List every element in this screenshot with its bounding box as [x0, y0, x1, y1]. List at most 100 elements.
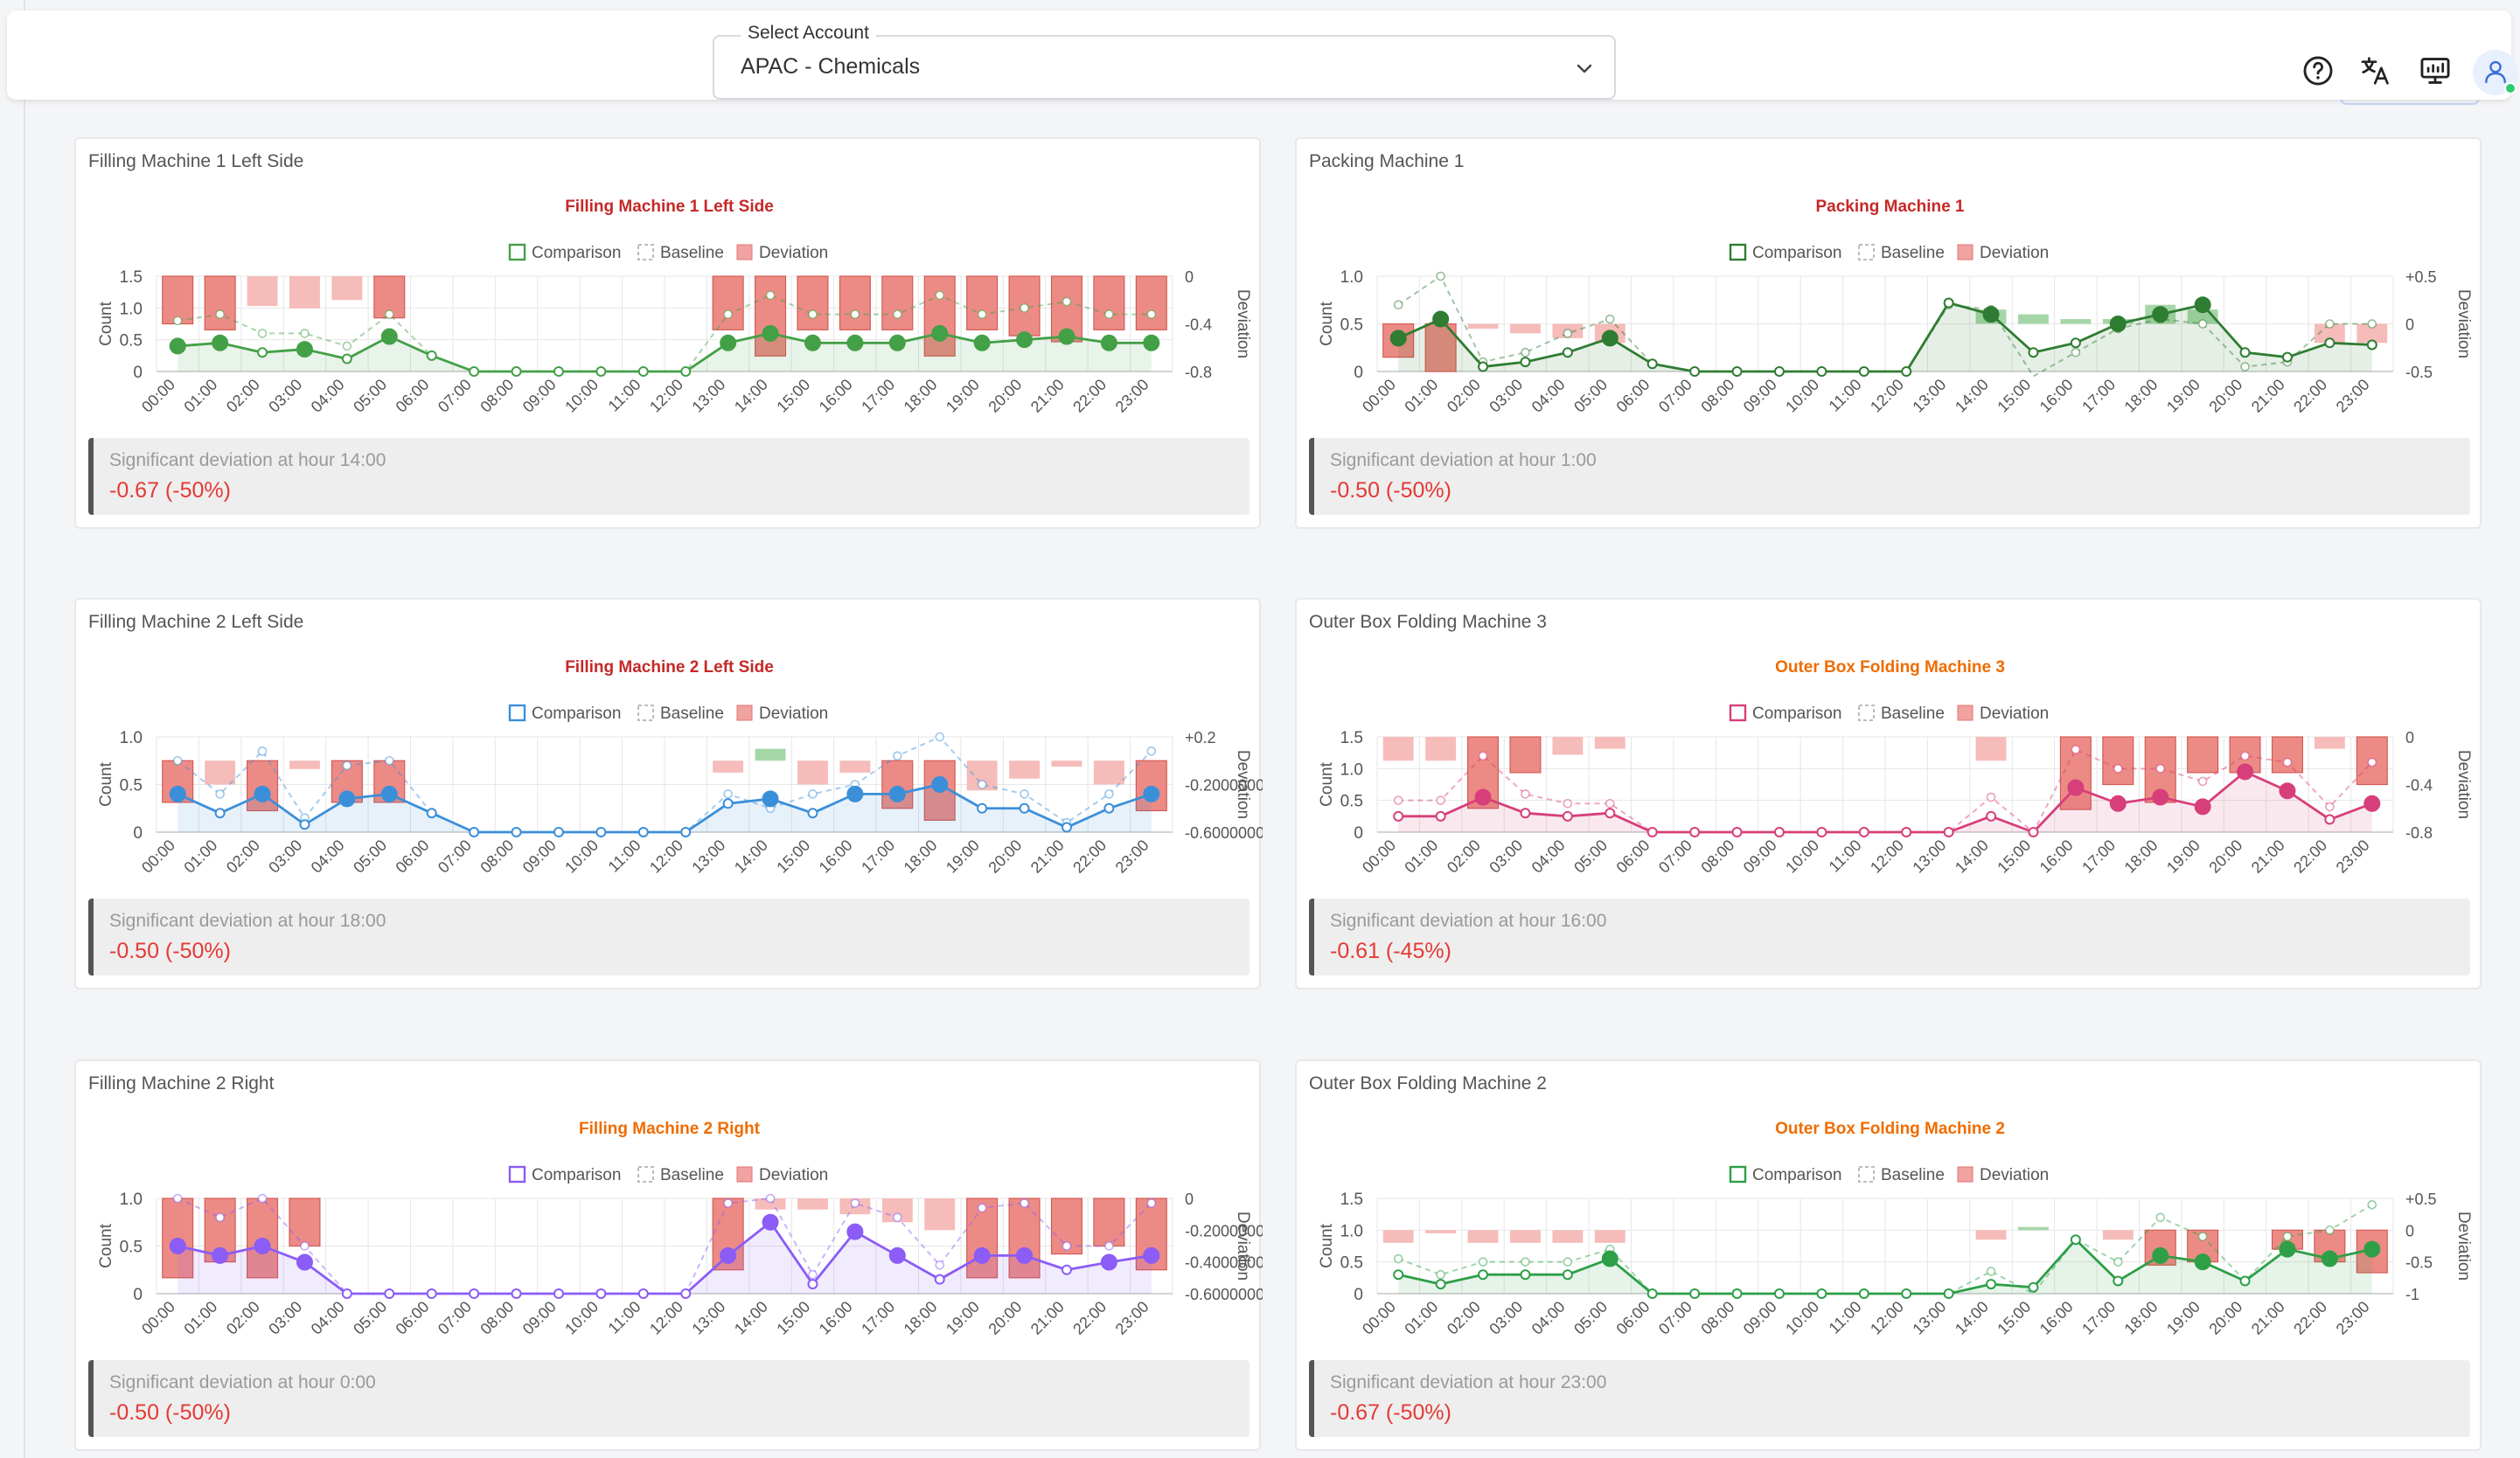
comparison-point[interactable]: [2324, 814, 2336, 825]
comparison-point[interactable]: [1520, 1269, 1531, 1281]
baseline-point[interactable]: [2071, 745, 2081, 754]
comparison-point[interactable]: [296, 341, 313, 358]
baseline-point[interactable]: [2197, 776, 2208, 787]
comparison-point[interactable]: [469, 827, 480, 837]
baseline-point[interactable]: [1986, 792, 1996, 802]
deviation-bar[interactable]: [839, 275, 871, 330]
baseline-point[interactable]: [808, 309, 818, 319]
baseline-point[interactable]: [1146, 309, 1157, 319]
deviation-bar[interactable]: [1594, 1230, 1625, 1243]
comparison-point[interactable]: [511, 1288, 522, 1299]
comparison-point[interactable]: [212, 334, 229, 351]
comparison-point[interactable]: [2239, 347, 2251, 358]
comparison-point[interactable]: [1393, 1269, 1404, 1281]
deviation-bar[interactable]: [2271, 736, 2303, 774]
baseline-point[interactable]: [1020, 789, 1029, 799]
legend-item-comparison[interactable]: Comparison: [1729, 1165, 1841, 1184]
deviation-bar[interactable]: [2314, 323, 2345, 344]
baseline-point[interactable]: [1020, 303, 1029, 313]
comparison-point[interactable]: [2070, 337, 2081, 349]
deviation-bar[interactable]: [712, 1198, 744, 1271]
baseline-point[interactable]: [892, 1212, 902, 1223]
comparison-point[interactable]: [2109, 316, 2127, 332]
comparison-point[interactable]: [1605, 808, 1616, 819]
baseline-point[interactable]: [1521, 1257, 1530, 1267]
comparison-point[interactable]: [2239, 1275, 2251, 1287]
comparison-point[interactable]: [2194, 1253, 2211, 1271]
comparison-point[interactable]: [973, 1246, 991, 1264]
baseline-point[interactable]: [300, 1241, 310, 1251]
baseline-point[interactable]: [808, 1269, 818, 1280]
deviation-bar[interactable]: [713, 760, 744, 773]
comparison-point[interactable]: [2028, 1281, 2039, 1293]
baseline-point[interactable]: [342, 341, 352, 351]
deviation-bar[interactable]: [839, 760, 871, 773]
deviation-bar[interactable]: [1509, 736, 1542, 774]
baseline-point[interactable]: [723, 789, 733, 799]
comparison-point[interactable]: [1520, 808, 1531, 819]
comparison-point[interactable]: [2279, 782, 2296, 800]
comparison-point[interactable]: [553, 1288, 564, 1299]
comparison-point[interactable]: [1562, 347, 1573, 358]
deviation-bar[interactable]: [923, 275, 956, 357]
account-select[interactable]: Select Account APAC - Chemicals: [713, 23, 1616, 100]
baseline-point[interactable]: [2155, 764, 2166, 774]
deviation-bar[interactable]: [289, 276, 320, 309]
comparison-point[interactable]: [1393, 810, 1404, 822]
comparison-point[interactable]: [1986, 1279, 1997, 1290]
legend-item-deviation[interactable]: Deviation: [1957, 1166, 2049, 1184]
baseline-point[interactable]: [935, 732, 945, 742]
comparison-point[interactable]: [595, 827, 607, 837]
comparison-point[interactable]: [1689, 1288, 1701, 1299]
comparison-point[interactable]: [257, 347, 268, 358]
comparison-point[interactable]: [1562, 810, 1573, 822]
baseline-point[interactable]: [723, 309, 733, 319]
deviation-bar[interactable]: [755, 275, 787, 357]
legend-item-deviation[interactable]: Deviation: [736, 705, 828, 723]
deviation-bar[interactable]: [881, 275, 914, 330]
baseline-point[interactable]: [384, 309, 394, 319]
comparison-point[interactable]: [1019, 802, 1030, 814]
legend-item-deviation[interactable]: Deviation: [736, 1166, 828, 1184]
baseline-point[interactable]: [172, 316, 183, 326]
comparison-point[interactable]: [254, 785, 271, 802]
deviation-bar[interactable]: [755, 748, 786, 761]
comparison-point[interactable]: [1646, 827, 1658, 837]
baseline-point[interactable]: [1436, 271, 1445, 281]
comparison-point[interactable]: [1601, 1250, 1619, 1267]
baseline-point[interactable]: [2240, 362, 2250, 371]
legend-item-deviation[interactable]: Deviation: [736, 244, 828, 262]
comparison-point[interactable]: [1601, 330, 1619, 347]
baseline-point[interactable]: [1563, 329, 1573, 338]
legend-item-comparison[interactable]: Comparison: [1729, 704, 1841, 723]
deviation-bar[interactable]: [1510, 323, 1541, 334]
comparison-point[interactable]: [1901, 366, 1912, 377]
deviation-bar[interactable]: [205, 760, 236, 785]
deviation-bar[interactable]: [1382, 737, 1414, 761]
comparison-point[interactable]: [1143, 785, 1160, 802]
baseline-point[interactable]: [977, 780, 987, 789]
baseline-point[interactable]: [1478, 751, 1488, 761]
deviation-bar[interactable]: [797, 275, 829, 330]
deviation-bar[interactable]: [966, 275, 999, 330]
comparison-point[interactable]: [2237, 763, 2254, 781]
translate-icon[interactable]: [2359, 54, 2392, 87]
comparison-point[interactable]: [2028, 347, 2039, 358]
partial-action-button[interactable]: [2340, 94, 2480, 105]
deviation-bar[interactable]: [1425, 1230, 1457, 1233]
baseline-point[interactable]: [384, 755, 394, 766]
baseline-point[interactable]: [1521, 789, 1530, 799]
baseline-point[interactable]: [342, 760, 352, 770]
comparison-point[interactable]: [1901, 1288, 1912, 1299]
baseline-point[interactable]: [1393, 795, 1403, 805]
deviation-bar[interactable]: [924, 1198, 956, 1231]
monitor-icon[interactable]: [2419, 54, 2452, 87]
comparison-point[interactable]: [977, 802, 988, 814]
deviation-bar[interactable]: [1382, 1230, 1414, 1243]
comparison-point[interactable]: [722, 798, 734, 809]
deviation-bar[interactable]: [247, 276, 278, 307]
comparison-point[interactable]: [169, 785, 186, 802]
deviation-bar[interactable]: [2060, 319, 2092, 324]
baseline-point[interactable]: [1104, 1241, 1114, 1251]
baseline-point[interactable]: [935, 290, 945, 301]
